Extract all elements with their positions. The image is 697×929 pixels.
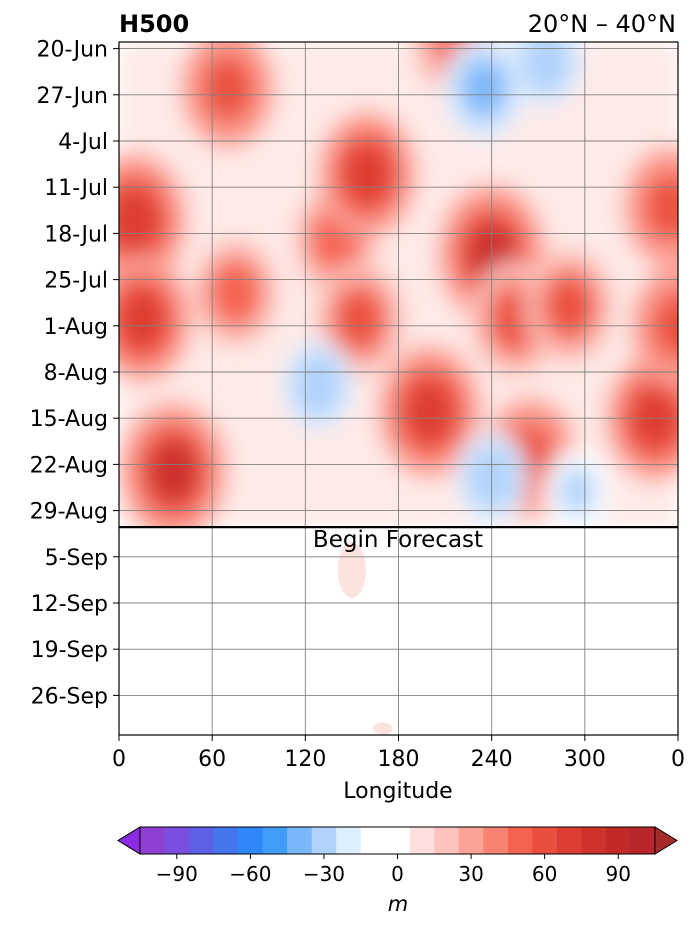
anomaly-mark xyxy=(205,59,251,118)
x-axis-title: Longitude xyxy=(343,779,452,804)
anomaly-mark xyxy=(215,266,256,320)
anomaly-mark xyxy=(561,470,593,512)
y-tick-label: 12-Sep xyxy=(31,592,108,617)
anomaly-mark xyxy=(300,363,335,408)
forecast-anomaly-mark xyxy=(337,542,366,598)
x-tick-label: 180 xyxy=(378,747,420,772)
y-tick-label: 1-Aug xyxy=(44,315,108,340)
anomaly-mark xyxy=(404,379,455,444)
colorbar-segment xyxy=(556,827,582,854)
y-tick-label: 18-Jul xyxy=(44,222,108,247)
colorbar-tick-label: −30 xyxy=(303,862,345,886)
y-tick-label: 27-Jun xyxy=(36,84,108,109)
colorbar-segment xyxy=(581,827,607,854)
x-tick-label: 240 xyxy=(471,747,513,772)
colorbar-extend-low xyxy=(117,826,141,855)
y-tick-label: 26-Sep xyxy=(31,684,108,709)
anomaly-mark xyxy=(464,63,504,113)
colorbar-tick-label: 0 xyxy=(391,862,404,886)
y-axis: 20-Jun 27-Jun 4-Jul 11-Jul 18-Jul 25-Jul 1-Aug… xyxy=(30,38,119,709)
anomaly-mark xyxy=(343,143,392,205)
anomaly-mark xyxy=(147,437,200,505)
colorbar-segment xyxy=(385,827,411,854)
x-tick-label: 0 xyxy=(671,747,685,772)
x-axis: 0 60 120 180 240 300 0 xyxy=(112,735,685,772)
y-tick-label: 29-Aug xyxy=(30,500,108,525)
colorbar-segment xyxy=(311,827,337,854)
x-tick-label: 120 xyxy=(284,747,326,772)
colorbar-segment xyxy=(262,827,288,854)
colorbar-segment xyxy=(213,827,239,854)
colorbar-unit-label: m xyxy=(388,892,408,916)
colorbar-extend-high xyxy=(654,826,678,855)
colorbar-segment xyxy=(287,827,313,854)
colorbar-segment xyxy=(360,827,386,854)
colorbar-segment xyxy=(507,827,533,854)
begin-forecast-label: Begin Forecast xyxy=(313,527,483,553)
forecast-anomaly-mark xyxy=(372,722,393,735)
y-tick-label: 20-Jun xyxy=(36,38,108,63)
anomaly-mark xyxy=(119,187,160,253)
x-tick-label: 0 xyxy=(112,747,126,772)
chart-subtitle: 20°N – 40°N xyxy=(528,10,676,38)
y-tick-label: 22-Aug xyxy=(30,453,108,478)
y-tick-label: 8-Aug xyxy=(44,361,108,386)
colorbar: −90 −60 −30 0 30 60 90 xyxy=(117,826,678,886)
colorbar-segment xyxy=(532,827,558,854)
colorbar-segment xyxy=(630,827,656,854)
anomaly-mark xyxy=(547,278,591,334)
colorbar-segment xyxy=(336,827,362,854)
anomaly-mark xyxy=(529,42,564,84)
colorbar-tick-label: −90 xyxy=(156,862,198,886)
x-tick-label: 300 xyxy=(564,747,606,772)
colorbar-segment xyxy=(605,827,631,854)
y-tick-label: 5-Sep xyxy=(45,546,108,571)
colorbar-tick-label: −60 xyxy=(229,862,271,886)
x-tick-label: 60 xyxy=(198,747,226,772)
colorbar-tick-label: 90 xyxy=(605,862,630,886)
anomaly-mark xyxy=(338,291,382,347)
colorbar-tick-label: 60 xyxy=(532,862,557,886)
y-tick-label: 25-Jul xyxy=(44,269,108,294)
colorbar-segment xyxy=(164,827,190,854)
colorbar-segment xyxy=(189,827,215,854)
colorbar-segment xyxy=(140,827,166,854)
chart-title: H500 xyxy=(119,10,189,38)
colorbar-segment xyxy=(434,827,460,854)
anomaly-mark xyxy=(647,177,678,237)
colorbar-segment xyxy=(483,827,509,854)
anomaly-mark xyxy=(119,288,167,350)
anomaly-field xyxy=(119,42,678,735)
colorbar-segment xyxy=(409,827,435,854)
colorbar-tick-label: 30 xyxy=(458,862,483,886)
colorbar-segment xyxy=(458,827,484,854)
y-tick-label: 15-Aug xyxy=(30,407,108,432)
y-tick-label: 4-Jul xyxy=(58,130,108,155)
anomaly-blobs xyxy=(119,42,678,541)
grid-lines xyxy=(118,42,679,735)
colorbar-segment xyxy=(238,827,264,854)
y-tick-label: 19-Sep xyxy=(31,638,108,663)
y-tick-label: 11-Jul xyxy=(44,176,108,201)
